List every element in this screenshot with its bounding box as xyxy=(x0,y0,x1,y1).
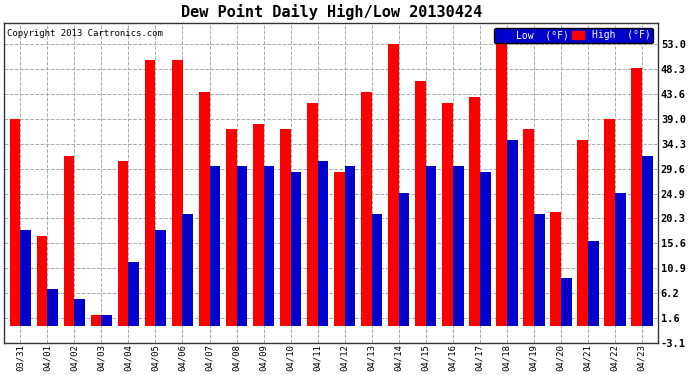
Bar xyxy=(210,166,220,326)
Bar xyxy=(279,129,290,326)
Bar xyxy=(334,172,344,326)
Bar xyxy=(182,214,193,326)
Bar xyxy=(37,236,48,326)
Bar xyxy=(253,124,264,326)
Legend: Low  (°F), High  (°F): Low (°F), High (°F) xyxy=(494,28,653,44)
Bar xyxy=(523,129,534,326)
Bar xyxy=(372,214,382,326)
Bar xyxy=(101,315,112,326)
Bar xyxy=(10,118,21,326)
Bar xyxy=(480,172,491,326)
Bar xyxy=(307,102,317,326)
Bar xyxy=(496,39,506,326)
Bar xyxy=(155,230,166,326)
Bar xyxy=(128,262,139,326)
Bar xyxy=(453,166,464,326)
Bar xyxy=(615,193,626,326)
Bar xyxy=(317,161,328,326)
Bar xyxy=(145,60,155,326)
Bar xyxy=(264,166,275,326)
Bar xyxy=(561,278,571,326)
Bar xyxy=(75,300,86,326)
Bar xyxy=(388,44,399,326)
Bar xyxy=(550,211,561,326)
Bar xyxy=(577,140,588,326)
Bar xyxy=(226,129,237,326)
Bar xyxy=(344,166,355,326)
Bar xyxy=(604,118,615,326)
Bar xyxy=(199,92,210,326)
Bar xyxy=(63,156,75,326)
Bar xyxy=(426,166,437,326)
Bar xyxy=(172,60,182,326)
Bar xyxy=(361,92,372,326)
Bar xyxy=(237,166,247,326)
Bar xyxy=(415,81,426,326)
Bar xyxy=(469,97,480,326)
Bar xyxy=(118,161,128,326)
Bar xyxy=(21,230,31,326)
Bar xyxy=(588,241,599,326)
Bar xyxy=(90,315,101,326)
Bar xyxy=(534,214,544,326)
Text: Copyright 2013 Cartronics.com: Copyright 2013 Cartronics.com xyxy=(8,29,164,38)
Bar xyxy=(48,289,58,326)
Bar xyxy=(290,172,302,326)
Bar xyxy=(442,102,453,326)
Bar xyxy=(642,156,653,326)
Bar xyxy=(399,193,409,326)
Bar xyxy=(506,140,518,326)
Title: Dew Point Daily High/Low 20130424: Dew Point Daily High/Low 20130424 xyxy=(181,4,482,20)
Bar xyxy=(631,68,642,326)
